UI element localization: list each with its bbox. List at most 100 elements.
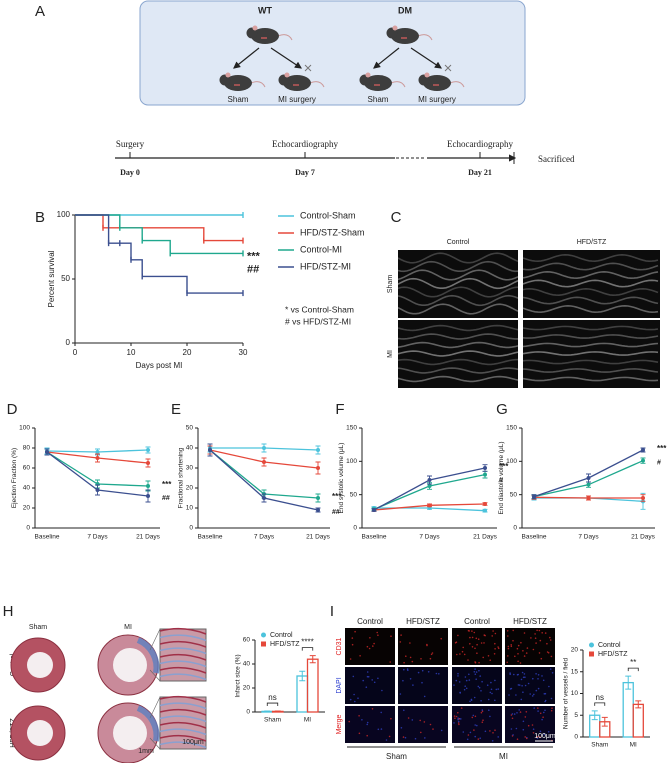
y-tick-label: 0 <box>189 525 193 532</box>
error-bar <box>635 700 642 709</box>
if-signal <box>544 692 547 695</box>
if-signal <box>465 687 468 690</box>
point <box>483 472 487 477</box>
mouse-body <box>251 28 279 44</box>
if-signal <box>491 635 494 637</box>
if-signal <box>513 713 516 715</box>
mouse-ear <box>392 25 398 31</box>
heart-lumen <box>113 648 147 682</box>
if-signal <box>538 629 541 632</box>
if-signal <box>431 652 434 654</box>
if-signal <box>459 653 461 655</box>
if-signal <box>541 718 543 721</box>
point <box>427 478 432 482</box>
arrow <box>270 47 302 69</box>
if-signal <box>365 686 368 688</box>
if-signal <box>440 729 443 732</box>
panel-label: H <box>3 603 14 620</box>
x-tick-label: 21 Days <box>631 534 656 541</box>
if-signal <box>473 729 475 731</box>
if-signal <box>474 661 477 664</box>
echo-row: MI <box>387 350 394 358</box>
if-signal <box>377 728 380 731</box>
if-signal <box>458 718 461 720</box>
echo-trace <box>522 334 659 339</box>
if-signal <box>530 637 532 639</box>
point <box>262 446 266 450</box>
if-signal <box>399 693 402 695</box>
point <box>641 448 645 452</box>
arm-label: Sham <box>228 95 249 104</box>
arrow <box>373 47 400 69</box>
if-signal <box>414 737 417 740</box>
if-signal <box>354 630 356 633</box>
survival-line <box>75 214 243 255</box>
if-signal <box>512 629 514 632</box>
if-signal <box>525 652 528 654</box>
if-signal <box>353 693 355 696</box>
if-signal <box>480 642 483 644</box>
significance: ## <box>332 509 340 516</box>
echo-row: Sham <box>387 275 394 293</box>
if-signal <box>411 660 414 663</box>
x-tick-label: 21 Days <box>306 534 331 541</box>
fiber <box>159 734 207 742</box>
point <box>483 466 487 470</box>
significance-bracket <box>627 667 639 672</box>
if-signal <box>532 732 535 734</box>
if-signal <box>366 734 369 737</box>
y-tick-label: 15 <box>571 668 579 675</box>
if-signal <box>476 652 478 654</box>
point <box>262 460 266 464</box>
if-signal <box>366 671 369 673</box>
y-tick-label: 0 <box>574 734 578 741</box>
mouse-ear <box>284 72 290 78</box>
y-tick-label: 20 <box>243 685 251 692</box>
if-signal <box>469 731 472 734</box>
if-signal <box>479 675 482 677</box>
fiber <box>159 708 207 716</box>
x-tick-label: 7 Days <box>578 534 599 541</box>
y-tick-label: 0 <box>353 525 357 532</box>
if-signal <box>527 724 530 727</box>
if-signal <box>476 643 478 646</box>
if-signal <box>533 693 535 696</box>
if-signal <box>544 632 547 634</box>
point <box>586 482 591 487</box>
if-signal <box>427 671 430 673</box>
if-signal <box>483 642 485 644</box>
if-image <box>505 667 555 704</box>
if-signal <box>463 688 466 691</box>
y-tick-label: 80 <box>23 445 31 452</box>
legend-label: HFD/STZ <box>270 641 300 648</box>
if-signal <box>486 684 489 686</box>
if-signal <box>482 719 484 721</box>
panel-label: F <box>335 401 344 418</box>
error-bar <box>601 716 608 727</box>
point <box>483 502 487 506</box>
if-signal <box>474 668 476 670</box>
note: * vs Control-Sham <box>285 304 354 314</box>
bar <box>622 681 634 738</box>
if-signal <box>420 731 422 734</box>
if-signal <box>507 655 509 657</box>
y-axis-label: Percent survival <box>47 250 56 307</box>
echo-image <box>523 250 660 318</box>
scale-bar-label: 100μm <box>534 733 556 740</box>
x-tick-label: Baseline <box>198 534 223 541</box>
if-signal <box>492 630 494 632</box>
echo-trace <box>397 294 519 307</box>
arrow <box>410 47 442 69</box>
error-bar <box>274 710 281 713</box>
day-label: Day 7 <box>295 168 315 177</box>
panel-label: I <box>330 603 334 620</box>
fiber <box>159 741 207 749</box>
if-signal <box>537 678 539 680</box>
if-signal <box>463 653 466 656</box>
if-signal <box>546 651 549 653</box>
if-signal <box>543 733 545 736</box>
if-signal <box>549 636 551 639</box>
heart-lumen <box>27 652 53 678</box>
fiber <box>159 647 207 655</box>
y-tick-label: 5 <box>574 712 578 719</box>
